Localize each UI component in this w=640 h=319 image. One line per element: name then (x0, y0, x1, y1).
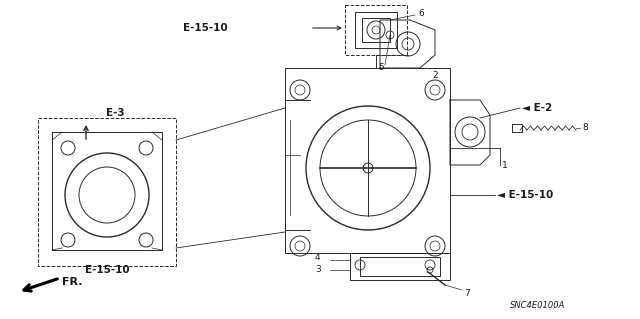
Bar (512, 124, 522, 132)
Bar (355, 12, 397, 48)
Text: ◄ E-2: ◄ E-2 (522, 103, 552, 113)
Text: 4: 4 (315, 254, 321, 263)
Text: 7: 7 (464, 288, 470, 298)
Text: ◄ E-15-10: ◄ E-15-10 (497, 190, 553, 200)
Text: 2: 2 (432, 70, 438, 79)
Bar (52, 132, 162, 250)
Text: 1: 1 (502, 160, 508, 169)
Bar (285, 68, 450, 253)
Text: E-3: E-3 (106, 108, 124, 118)
Text: 5: 5 (378, 63, 384, 72)
Bar (38, 118, 176, 266)
Text: 3: 3 (315, 265, 321, 275)
Bar (362, 18, 390, 42)
Bar (360, 257, 440, 276)
Text: E-15-10: E-15-10 (84, 265, 129, 275)
Text: SNC4E0100A: SNC4E0100A (510, 300, 565, 309)
Text: E-15-10: E-15-10 (184, 23, 228, 33)
Text: FR.: FR. (62, 277, 83, 287)
Text: 6: 6 (418, 10, 424, 19)
Text: 8: 8 (582, 123, 588, 132)
Bar (345, 5, 407, 55)
